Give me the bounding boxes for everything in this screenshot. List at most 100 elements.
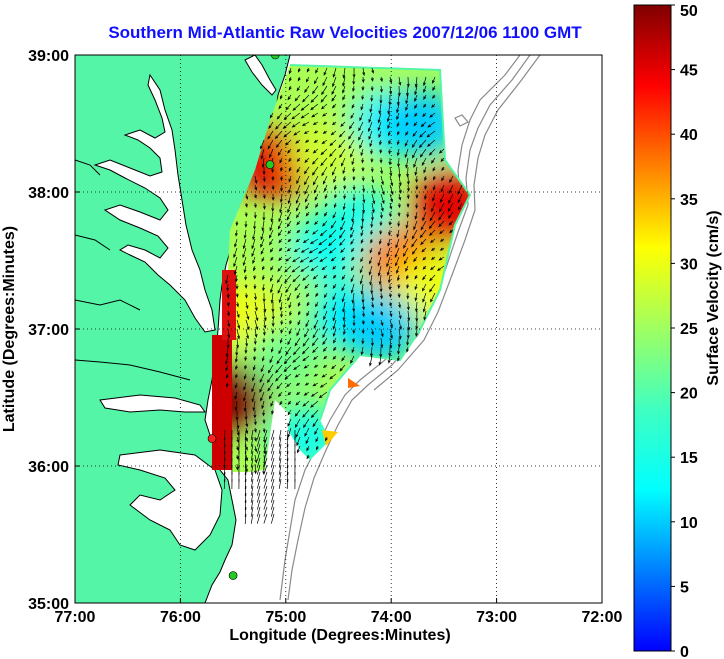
- velocity-arrow: [296, 166, 301, 173]
- velocity-arrow: [343, 337, 346, 343]
- velocity-arrow: [352, 94, 355, 100]
- velocity-arrow: [397, 292, 401, 299]
- x-tick-label: 77:00: [55, 609, 96, 626]
- colorbar-label: Surface Velocity (cm/s): [705, 210, 722, 385]
- velocity-arrow: [423, 103, 427, 108]
- velocity-arrow: [236, 319, 241, 330]
- velocity-arrow: [314, 427, 319, 436]
- lower-bay-shore: [75, 159, 191, 381]
- velocity-arrow: [313, 139, 319, 143]
- y-tick-label: 37:00: [28, 322, 69, 339]
- velocity-arrow: [296, 85, 301, 92]
- velocity-arrow: [370, 211, 374, 222]
- velocity-arrow: [369, 274, 373, 286]
- velocity-arrow: [439, 193, 445, 204]
- velocity-arrow: [380, 328, 384, 338]
- velocity-arrow: [235, 463, 239, 471]
- velocity-arrow: [325, 436, 328, 442]
- velocity-arrow: [398, 328, 402, 340]
- velocity-arrow: [242, 238, 247, 250]
- velocity-arrow: [252, 265, 256, 272]
- velocity-arrow: [333, 337, 337, 344]
- velocity-arrow: [223, 436, 226, 448]
- velocity-arrow: [286, 478, 289, 490]
- velocity-arrow: [256, 478, 261, 489]
- velocity-arrow: [262, 166, 266, 176]
- velocity-arrow: [312, 328, 319, 339]
- velocity-arrow: [260, 139, 265, 150]
- velocity-arrow: [313, 319, 319, 330]
- velocity-arrow: [333, 184, 337, 191]
- velocity-arrow: [267, 382, 274, 392]
- velocity-arrow: [423, 202, 427, 211]
- velocity-arrow: [305, 436, 310, 445]
- velocity-arrow: [256, 506, 261, 517]
- velocity-arrow: [312, 175, 319, 186]
- velocity-arrow: [294, 418, 301, 428]
- velocity-arrow: [403, 256, 409, 265]
- velocity-arrow: [388, 158, 392, 166]
- velocity-arrow: [295, 139, 301, 144]
- velocity-arrow: [243, 373, 247, 380]
- velocity-arrow: [291, 121, 301, 128]
- velocity-arrow: [371, 328, 375, 336]
- velocity-arrow: [285, 139, 292, 146]
- velocity-arrow: [287, 229, 292, 235]
- velocity-arrow: [332, 283, 337, 290]
- velocity-arrow: [396, 103, 400, 114]
- velocity-arrow: [304, 139, 310, 143]
- velocity-arrow: [260, 247, 265, 255]
- velocity-arrow: [312, 121, 319, 126]
- velocity-arrow: [245, 301, 249, 310]
- velocity-arrow: [312, 355, 319, 360]
- colorbar-tick-label: 30: [680, 256, 698, 273]
- velocity-arrow: [244, 457, 247, 469]
- velocity-arrow: [245, 337, 249, 348]
- velocity-arrow: [242, 256, 247, 267]
- velocity-arrow: [457, 202, 463, 211]
- velocity-arrow: [294, 409, 301, 417]
- velocity-arrow: [233, 247, 238, 259]
- velocity-arrow: [397, 337, 401, 348]
- velocity-arrow: [438, 220, 445, 228]
- velocity-arrow: [277, 283, 283, 294]
- velocity-arrow: [285, 283, 292, 294]
- velocity-arrow: [322, 220, 328, 227]
- velocity-arrow: [263, 478, 268, 489]
- velocity-arrow: [378, 103, 382, 115]
- velocity-arrow: [256, 457, 261, 468]
- velocity-arrow: [380, 310, 383, 316]
- velocity-arrow: [369, 256, 373, 265]
- velocity-arrow: [312, 274, 319, 280]
- velocity-arrow: [379, 94, 383, 105]
- velocity-arrow: [262, 175, 266, 183]
- velocity-arrow: [414, 274, 418, 280]
- velocity-arrow: [283, 355, 292, 365]
- velocity-arrow: [341, 265, 346, 270]
- velocity-arrow: [350, 229, 355, 239]
- velocity-arrow: [402, 247, 409, 257]
- velocity-arrow: [260, 229, 265, 241]
- velocity-arrow: [304, 175, 310, 186]
- velocity-arrow: [388, 229, 392, 236]
- velocity-arrow: [438, 202, 445, 213]
- velocity-arrow: [430, 157, 436, 164]
- velocity-arrow: [338, 229, 346, 239]
- velocity-arrow: [429, 274, 436, 282]
- velocity-arrow: [418, 139, 427, 149]
- velocity-arrow: [405, 121, 409, 127]
- velocity-arrow: [386, 256, 391, 268]
- velocity-arrow: [304, 157, 310, 164]
- velocity-arrow: [334, 193, 338, 199]
- velocity-arrow: [423, 76, 427, 87]
- velocity-arrow: [320, 148, 328, 156]
- velocity-arrow: [300, 103, 310, 111]
- velocity-arrow: [348, 139, 355, 150]
- velocity-arrow: [268, 121, 274, 130]
- velocity-arrow: [271, 184, 275, 191]
- velocity-arrow: [422, 274, 427, 281]
- velocity-arrow: [394, 247, 400, 259]
- velocity-arrow: [306, 67, 310, 73]
- velocity-arrow: [270, 292, 274, 304]
- velocity-arrow: [414, 103, 418, 109]
